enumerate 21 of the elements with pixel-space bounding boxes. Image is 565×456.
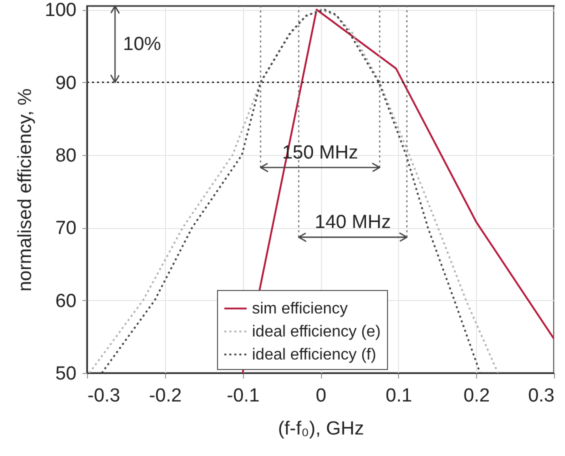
legend-label: sim efficiency bbox=[252, 300, 348, 318]
y-tick-label: 90 bbox=[55, 72, 76, 94]
x-tick-label: 0.3 bbox=[528, 386, 554, 406]
y-tick-label: 80 bbox=[55, 145, 76, 166]
line-series bbox=[242, 8, 554, 373]
y-tick-label: 60 bbox=[55, 290, 76, 312]
x-axis-title: (f-f₀), GHz bbox=[278, 418, 364, 440]
annotation: 10% bbox=[123, 34, 162, 56]
y-axis-title: normalised efficiency, % bbox=[14, 88, 36, 292]
annotation: 140 MHz bbox=[314, 212, 391, 234]
legend-label: ideal efficiency (e) bbox=[252, 324, 381, 340]
x-tick-label: 0.2 bbox=[463, 386, 490, 406]
y-tick-label: 100 bbox=[44, 0, 76, 22]
x-tick-label: 0.1 bbox=[386, 386, 412, 406]
x-tick-label: -0.3 bbox=[88, 386, 120, 406]
x-tick-label: -0.1 bbox=[226, 386, 260, 406]
y-tick-label: 50 bbox=[55, 364, 76, 384]
y-tick-label: 70 bbox=[55, 218, 76, 240]
x-tick-label: 0 bbox=[316, 386, 326, 406]
x-tick-label: -0.2 bbox=[148, 386, 182, 406]
legend-label: ideal efficiency (f) bbox=[252, 346, 376, 364]
